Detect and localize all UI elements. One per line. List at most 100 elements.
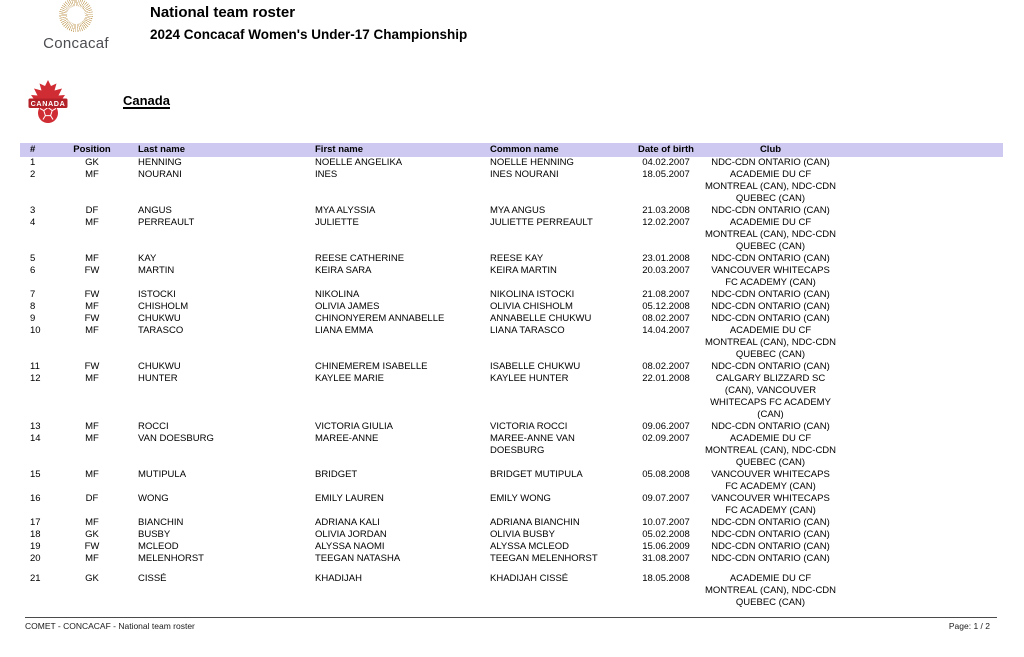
cell-number: 2	[30, 169, 36, 180]
cell-date-of-birth: 05.12.2008	[642, 301, 690, 312]
cell-club: ACADEMIE DU CF MONTREAL (CAN), NDC-CDN Q…	[704, 169, 837, 204]
roster-table: # Position Last name First name Common n…	[20, 143, 1003, 609]
cell-common-name: NOELLE HENNING	[490, 157, 574, 168]
cell-date-of-birth: 18.05.2007	[642, 169, 690, 180]
column-header-number: #	[20, 143, 62, 157]
cell-last-name: MUTIPULA	[138, 469, 187, 480]
table-header-row: # Position Last name First name Common n…	[20, 143, 1003, 157]
cell-first-name: TEEGAN NATASHA	[315, 553, 401, 564]
cell-number: 16	[30, 493, 41, 504]
cell-position: MF	[85, 421, 99, 432]
cell-club: NDC-CDN ONTARIO (CAN)	[711, 289, 830, 300]
cell-club: VANCOUVER WHITECAPS FC ACADEMY (CAN)	[711, 265, 830, 288]
cell-last-name: HENNING	[138, 157, 182, 168]
cell-filler	[839, 469, 1003, 493]
canada-soccer-crest-icon: CANADA	[28, 80, 68, 123]
cell-common-name: OLIVIA BUSBY	[490, 529, 555, 540]
cell-first-name: ALYSSA NAOMI	[315, 541, 385, 552]
cell-common-name: LIANA TARASCO	[490, 325, 565, 336]
cell-filler	[839, 157, 1003, 169]
cell-filler	[839, 421, 1003, 433]
cell-date-of-birth: 15.06.2009	[642, 541, 690, 552]
cell-club: NDC-CDN ONTARIO (CAN)	[711, 553, 830, 564]
column-header-last-name: Last name	[122, 143, 310, 157]
footer-divider	[25, 617, 997, 618]
table-row: 14 MF VAN DOESBURG MAREE-ANNE MAREE-ANNE…	[20, 433, 1003, 469]
cell-club: NDC-CDN ONTARIO (CAN)	[711, 313, 830, 324]
cell-common-name: ADRIANA BIANCHIN	[490, 517, 580, 528]
cell-date-of-birth: 22.01.2008	[642, 373, 690, 384]
cell-first-name: NIKOLINA	[315, 289, 360, 300]
cell-club: NDC-CDN ONTARIO (CAN)	[711, 301, 830, 312]
cell-common-name: JULIETTE PERREAULT	[490, 217, 593, 228]
cell-number: 21	[30, 573, 41, 584]
table-row: 13 MF ROCCI VICTORIA GIULIA VICTORIA ROC…	[20, 421, 1003, 433]
cell-number: 18	[30, 529, 41, 540]
cell-date-of-birth: 14.04.2007	[642, 325, 690, 336]
cell-first-name: OLIVIA JAMES	[315, 301, 380, 312]
cell-position: MF	[85, 253, 99, 264]
cell-first-name: KAYLEE MARIE	[315, 373, 384, 384]
cell-last-name: BUSBY	[138, 529, 171, 540]
cell-last-name: VAN DOESBURG	[138, 433, 214, 444]
table-row: 7 FW ISTOCKI NIKOLINA NIKOLINA ISTOCKI 2…	[20, 289, 1003, 301]
cell-position: FW	[84, 361, 100, 372]
column-header-date-of-birth: Date of birth	[630, 143, 702, 157]
cell-last-name: CISSÉ	[138, 573, 167, 584]
table-row: 11 FW CHUKWU CHINEMEREM ISABELLE ISABELL…	[20, 361, 1003, 373]
cell-date-of-birth: 04.02.2007	[642, 157, 690, 168]
cell-first-name: BRIDGET	[315, 469, 358, 480]
cell-filler	[839, 253, 1003, 265]
cell-first-name: LIANA EMMA	[315, 325, 374, 336]
cell-common-name: KHADIJAH CISSÉ	[490, 573, 569, 584]
cell-common-name: REESE KAY	[490, 253, 544, 264]
cell-filler	[839, 205, 1003, 217]
cell-date-of-birth: 20.03.2007	[642, 265, 690, 276]
cell-number: 20	[30, 553, 41, 564]
cell-common-name: KAYLEE HUNTER	[490, 373, 569, 384]
cell-common-name: ALYSSA MCLEOD	[490, 541, 570, 552]
cell-common-name: TEEGAN MELENHORST	[490, 553, 598, 564]
cell-club: ACADEMIE DU CF MONTREAL (CAN), NDC-CDN Q…	[704, 433, 837, 468]
cell-position: MF	[85, 169, 99, 180]
cell-first-name: OLIVIA JORDAN	[315, 529, 387, 540]
table-row: 8 MF CHISHOLM OLIVIA JAMES OLIVIA CHISHO…	[20, 301, 1003, 313]
table-row: 10 MF TARASCO LIANA EMMA LIANA TARASCO 1…	[20, 325, 1003, 361]
cell-first-name: KEIRA SARA	[315, 265, 372, 276]
cell-first-name: ADRIANA KALI	[315, 517, 380, 528]
cell-position: FW	[84, 313, 100, 324]
cell-filler	[839, 169, 1003, 205]
cell-last-name: CHUKWU	[138, 361, 181, 372]
cell-club: VANCOUVER WHITECAPS FC ACADEMY (CAN)	[711, 493, 830, 516]
cell-number: 3	[30, 205, 36, 216]
cell-date-of-birth: 09.07.2007	[642, 493, 690, 504]
table-row: 17 MF BIANCHIN ADRIANA KALI ADRIANA BIAN…	[20, 517, 1003, 529]
cell-filler	[839, 217, 1003, 253]
cell-common-name: MYA ANGUS	[490, 205, 546, 216]
footer-source: COMET - CONCACAF - National team roster	[25, 621, 195, 631]
cell-position: MF	[85, 433, 99, 444]
cell-filler	[839, 541, 1003, 553]
cell-last-name: ISTOCKI	[138, 289, 176, 300]
cell-club: NDC-CDN ONTARIO (CAN)	[711, 253, 830, 264]
cell-filler	[839, 433, 1003, 469]
cell-date-of-birth: 05.08.2008	[642, 469, 690, 480]
team-name: Canada	[123, 93, 170, 108]
cell-first-name: MAREE-ANNE	[315, 433, 379, 444]
cell-last-name: NOURANI	[138, 169, 182, 180]
cell-date-of-birth: 08.02.2007	[642, 361, 690, 372]
cell-filler	[839, 301, 1003, 313]
cell-first-name: INES	[315, 169, 338, 180]
cell-last-name: MARTIN	[138, 265, 175, 276]
cell-common-name: OLIVIA CHISHOLM	[490, 301, 573, 312]
cell-club: VANCOUVER WHITECAPS FC ACADEMY (CAN)	[711, 469, 830, 492]
cell-filler	[839, 265, 1003, 289]
cell-number: 14	[30, 433, 41, 444]
cell-filler	[839, 565, 1003, 609]
table-row: 5 MF KAY REESE CATHERINE REESE KAY 23.01…	[20, 253, 1003, 265]
table-row: 20 MF MELENHORST TEEGAN NATASHA TEEGAN M…	[20, 553, 1003, 565]
cell-filler	[839, 493, 1003, 517]
cell-number: 19	[30, 541, 41, 552]
cell-club: NDC-CDN ONTARIO (CAN)	[711, 517, 830, 528]
